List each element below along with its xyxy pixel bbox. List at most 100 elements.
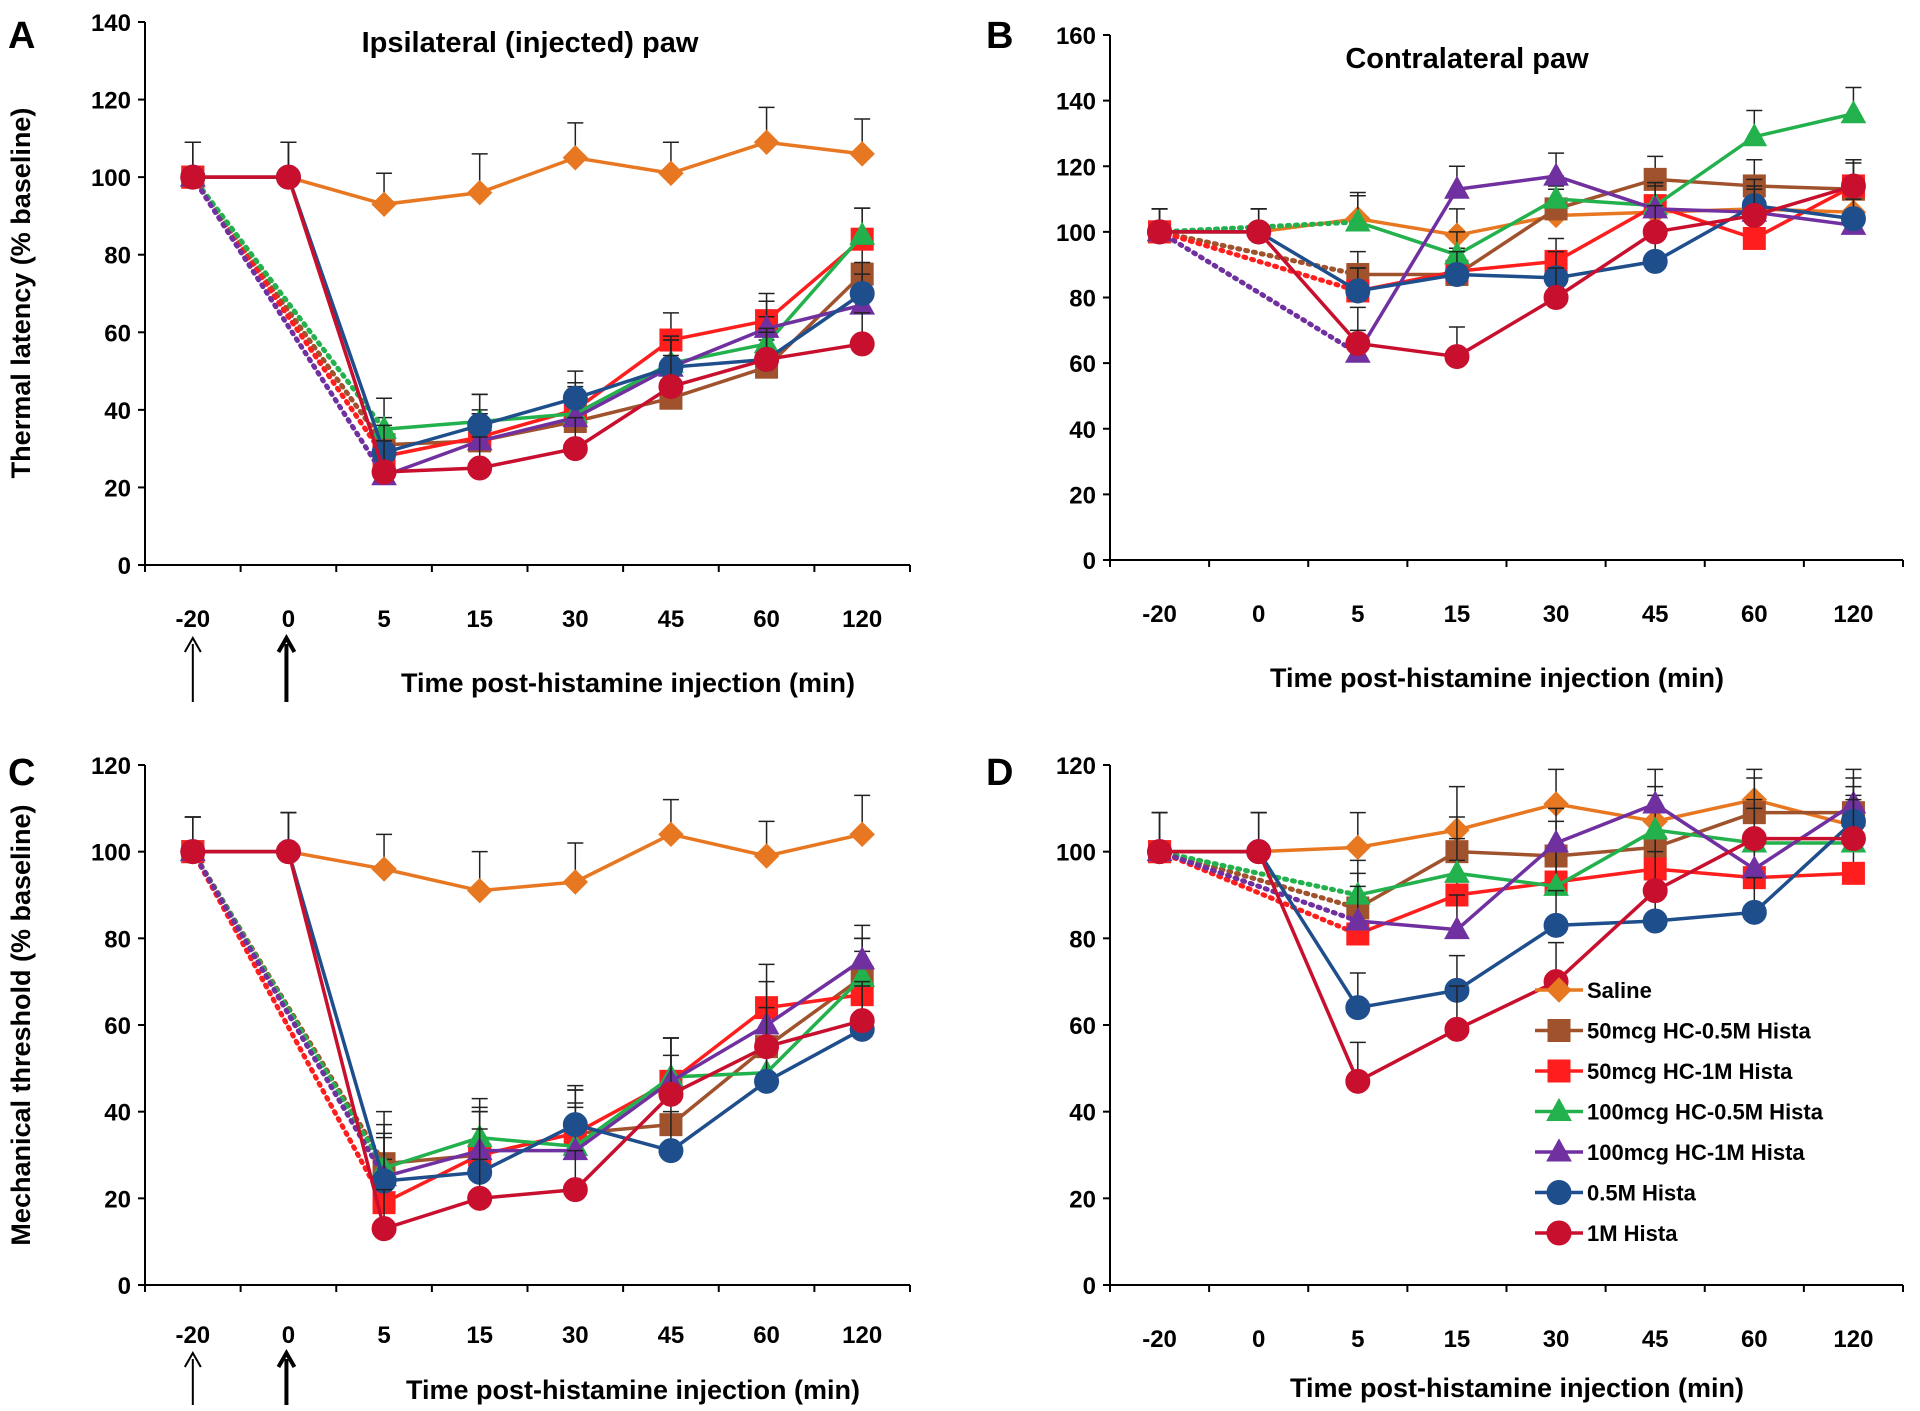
panel-a-series-saline-line	[192, 140, 863, 207]
panel-b-y-tick-label: 40	[1069, 417, 1096, 444]
panel-c-series-100mcg-hc-1m-hista-dotted-line	[190, 849, 387, 1180]
legend-label: 50mcg HC-0.5M Hista	[1587, 1019, 1812, 1044]
panel-a-x-tick-label: 30	[562, 606, 589, 633]
panel-a-series-1m-hista-point	[467, 455, 493, 481]
panel-a-x-tick-label: 0	[282, 606, 295, 633]
panel-b-series-100mcg-hc-0-5m-hista-point	[1344, 208, 1371, 232]
panel-b-y-tick-label: 160	[1056, 23, 1096, 50]
panel-d-series-1m-hista-point	[1840, 826, 1866, 852]
panel-a-y-tick-label: 20	[104, 475, 131, 502]
panel-c-letter: C	[8, 752, 35, 794]
panel-d-x-tick-label: 5	[1351, 1326, 1364, 1353]
panel-a-y-tick-label: 80	[104, 243, 131, 270]
panel-b-series-100mcg-hc-1m-hista-point	[1543, 162, 1569, 186]
panel-a-x-tick-label: 45	[658, 606, 685, 633]
panel-a-series-1m-hista-point	[849, 331, 875, 357]
panel-c-y-tick-label: 120	[91, 753, 131, 780]
panel-c-x-tick-label: 30	[562, 1322, 589, 1349]
panel-b-series-100mcg-hc-1m-hista-dotted-line	[1157, 229, 1361, 356]
panel-b-series-50mcg-hc-1m-hista-point	[1742, 226, 1766, 250]
panel-b-x-tick-label: 0	[1252, 601, 1265, 628]
panel-a: 0 20 40 60 80 100 120 140 -20 0 5 15 30 45 60 120 Time p…	[6, 10, 911, 702]
panel-c-series-0-5m-hista-point	[562, 1112, 588, 1138]
panel-d-y-tick-label: 60	[1069, 1013, 1096, 1040]
legend-label: 100mcg HC-1M Hista	[1587, 1140, 1805, 1165]
panel-d-series-100mcg-hc-1m-hista-point	[1642, 790, 1669, 814]
panel-d-legend: Saline 50mcg HC-0.5M Hista 50mcg HC-1M His…	[1535, 977, 1824, 1246]
panel-a-series-100mcg-hc-0-5m-hista-dotted-line	[190, 174, 387, 432]
panel-b-x-tick-label: 120	[1833, 601, 1873, 628]
legend-marker	[1546, 1180, 1572, 1205]
panel-b-series-1m-hista-point	[1444, 344, 1470, 370]
panel-b-y-tick-label: 120	[1056, 154, 1096, 181]
panel-d-x-tick-label: 120	[1833, 1326, 1873, 1353]
panel-d-series-0-5m-hista-point	[1345, 995, 1371, 1021]
panel-a-series-1m-hista-point	[371, 459, 397, 485]
legend-marker	[1547, 1059, 1571, 1083]
panel-a-series-100mcg-hc-0-5m-hista-line	[383, 234, 864, 431]
panel-a-y-tick-label: 100	[91, 165, 131, 192]
panel-d-series-100mcg-hc-1m-hista-dotted-line	[1157, 849, 1361, 924]
legend-marker	[1547, 1019, 1571, 1042]
panel-c-x-tick-label: 0	[282, 1322, 295, 1349]
panel-c-series-1m-hista-point	[849, 1008, 875, 1034]
panel-a-series-1m-hista-point	[754, 346, 780, 372]
panel-b-series-100mcg-hc-0-5m-hista-point	[1543, 185, 1569, 209]
legend-marker	[1546, 977, 1572, 1003]
panel-d-series-1m-hista-line	[1159, 836, 1854, 1084]
legend-label: 0.5M Hista	[1587, 1181, 1697, 1206]
panel-b-y-tick-label: 60	[1069, 351, 1096, 378]
panel-b-x-tick-label: 45	[1642, 601, 1669, 628]
panel-c-series-0-5m-hista-point	[658, 1138, 684, 1164]
panel-a-series-1m-hista-point	[562, 436, 588, 462]
panel-a-series-saline-point	[562, 145, 589, 171]
panel-d-series-100mcg-hc-0-5m-hista-point	[1444, 859, 1470, 883]
panel-a-series-1m-hista-point	[275, 164, 301, 190]
panel-b-series-0-5m-hista-line	[1159, 203, 1854, 293]
panel-b-series-100mcg-hc-0-5m-hista-point	[1741, 123, 1768, 147]
panel-c-series-1m-hista-point	[658, 1081, 684, 1107]
panel-c-series-0-5m-hista-point	[754, 1068, 780, 1094]
panel-b: 0 20 40 60 80 100 120 140 160 -20 0 5 15 30 45 60 120 Tim…	[986, 15, 1904, 693]
panel-d-series-50mcg-hc-1m-hista-line	[1357, 867, 1854, 936]
panel-c-series-saline-point	[562, 869, 589, 895]
panel-a-letter: A	[8, 15, 35, 57]
panel-d-x-tick-label: 0	[1252, 1326, 1265, 1353]
legend-marker	[1546, 1138, 1572, 1162]
panel-c-y-tick-label: 40	[104, 1100, 131, 1127]
panel-d-series-1m-hista-point	[1345, 1068, 1371, 1094]
panel-a-x-tick-label: 120	[842, 606, 882, 633]
panel-b-series-100mcg-hc-1m-hista-point	[1444, 175, 1470, 199]
panel-a-x-axis-label: Time post-histamine injection (min)	[401, 668, 855, 698]
panel-c-y-tick-label: 100	[91, 840, 131, 867]
panel-a-y-tick-label: 40	[104, 398, 131, 425]
panel-d-series-50mcg-hc-0-5m-hista-line	[1356, 810, 1854, 910]
panel-d-x-tick-label: 45	[1642, 1326, 1669, 1353]
panel-a-series-0-5m-hista-point	[562, 385, 588, 411]
panel-a-series-100mcg-hc-1m-hista-line	[383, 303, 863, 478]
panel-b-series-0-5m-hista-point	[1444, 262, 1470, 288]
panel-b-series-100mcg-hc-0-5m-hista-line	[1357, 112, 1854, 257]
panel-a-y-tick-label: 0	[118, 553, 131, 580]
panel-c-x-tick-label: 60	[753, 1322, 780, 1349]
panel-a-y-axis-label: Thermal latency (% baseline)	[6, 108, 36, 479]
panel-b-series-1m-hista-point	[1741, 202, 1767, 228]
panel-b-series-1m-hista-point	[1147, 219, 1173, 245]
panel-a-series-100mcg-hc-0-5m-hista-point	[849, 221, 876, 245]
panel-c-injection-arrowhead	[183, 1350, 202, 1368]
panel-c-y-tick-label: 20	[104, 1186, 131, 1213]
panel-d-series-1m-hista-point	[1741, 826, 1767, 852]
panel-b-series-0-5m-hista-point	[1642, 248, 1668, 274]
panel-c: 0 20 40 60 80 100 120 -20 0 5 15 30 45 60 120 Time post…	[6, 752, 911, 1405]
panel-d-x-tick-label: 15	[1444, 1326, 1471, 1353]
panel-b-x-tick-label: 5	[1351, 601, 1364, 628]
panel-c-series-1m-hista-line	[192, 849, 863, 1231]
panel-c-series-100mcg-hc-1m-hista-point	[849, 946, 876, 970]
legend-label: 1M Hista	[1587, 1221, 1678, 1246]
panel-d-letter: D	[986, 752, 1013, 794]
panel-b-title: Contralateral paw	[1345, 43, 1589, 75]
panel-b-series-1m-hista-line	[1159, 184, 1854, 359]
panel-b-y-tick-label: 140	[1056, 89, 1096, 116]
panel-d-y-tick-label: 120	[1056, 753, 1096, 780]
panel-b-y-tick-label: 20	[1069, 482, 1096, 509]
